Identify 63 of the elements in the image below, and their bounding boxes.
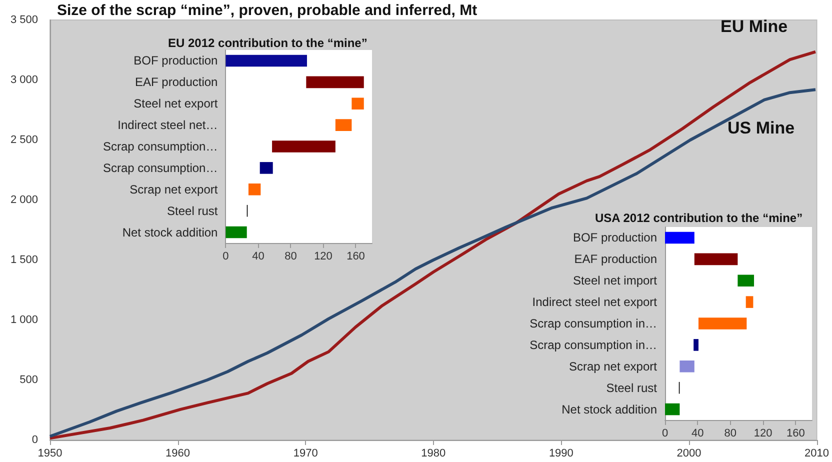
x-tick-label: 0 (222, 250, 229, 262)
x-tick-label: 120 (314, 250, 332, 262)
y-tick-label: 3 500 (10, 14, 38, 26)
bar (694, 253, 738, 266)
x-tick-label: 120 (754, 428, 772, 440)
y-tick-label: Steel net export (134, 96, 218, 111)
chart-title: EU 2012 contribution to the “mine” (168, 36, 368, 50)
bar (260, 162, 273, 174)
y-tick-label: BOF production (572, 230, 657, 245)
x-tick-label: 1990 (548, 448, 574, 460)
x-tick-label: 40 (692, 428, 704, 440)
y-tick-label: 2 500 (10, 134, 38, 146)
y-tick-label: Net stock addition (122, 225, 218, 240)
y-tick-label: 500 (20, 374, 38, 386)
bar (248, 183, 261, 196)
x-tick-label: 160 (786, 428, 805, 440)
x-tick-label: 80 (284, 250, 297, 262)
bar (226, 226, 247, 238)
bar (272, 140, 336, 152)
y-tick-label: Net stock addition (562, 402, 657, 416)
bar (665, 232, 694, 244)
y-tick-label: EAF production (574, 252, 657, 266)
bar (738, 274, 754, 287)
y-tick-label: Indirect steel net export (532, 295, 658, 310)
chart-title: Size of the scrap “mine”, proven, probable and inferred, Mt (57, 2, 478, 19)
chart-title: USA 2012 contribution to the “mine” (595, 211, 803, 225)
y-tick-label: Steel rust (606, 380, 658, 395)
x-tick-label: 0 (662, 428, 668, 440)
x-tick-label: 2010 (804, 448, 830, 460)
y-tick-label: 2 000 (10, 194, 38, 206)
y-tick-label: Scrap consumption in… (530, 338, 657, 352)
series-label: EU Mine (720, 16, 788, 36)
y-tick-label: Scrap consumption in… (530, 316, 657, 330)
x-tick-label: 80 (724, 428, 736, 440)
bar (680, 360, 694, 372)
y-tick-label: 1 500 (10, 254, 38, 266)
x-tick-label: 40 (252, 250, 264, 262)
y-tick-label: Scrap consumption… (102, 160, 218, 175)
y-tick-label: Scrap net export (568, 359, 658, 374)
y-tick-label: 3 000 (10, 74, 38, 86)
bar (698, 318, 747, 330)
x-tick-label: 2000 (676, 448, 702, 460)
x-tick-label: 160 (346, 250, 365, 262)
bar (694, 339, 698, 351)
x-tick-label: 1950 (38, 448, 62, 460)
bar (352, 98, 364, 110)
y-tick-label: EAF production (135, 75, 218, 90)
bar (335, 119, 352, 131)
y-tick-label: Steel rust (167, 204, 218, 218)
x-tick-label: 1970 (293, 448, 318, 460)
bar (665, 403, 680, 416)
y-tick-label: Indirect steel net… (118, 118, 218, 132)
y-tick-label: Scrap consumption… (102, 140, 218, 154)
bar (226, 54, 307, 67)
y-tick-label: Scrap net export (130, 182, 218, 196)
x-tick-label: 1980 (421, 448, 446, 460)
bar (746, 296, 754, 308)
y-tick-label: 1 000 (10, 314, 38, 326)
series-label: US Mine (727, 118, 795, 138)
y-tick-label: Steel net import (572, 274, 658, 288)
bar (306, 76, 364, 88)
y-tick-label: BOF production (134, 54, 218, 68)
x-tick-label: 1960 (166, 448, 190, 460)
